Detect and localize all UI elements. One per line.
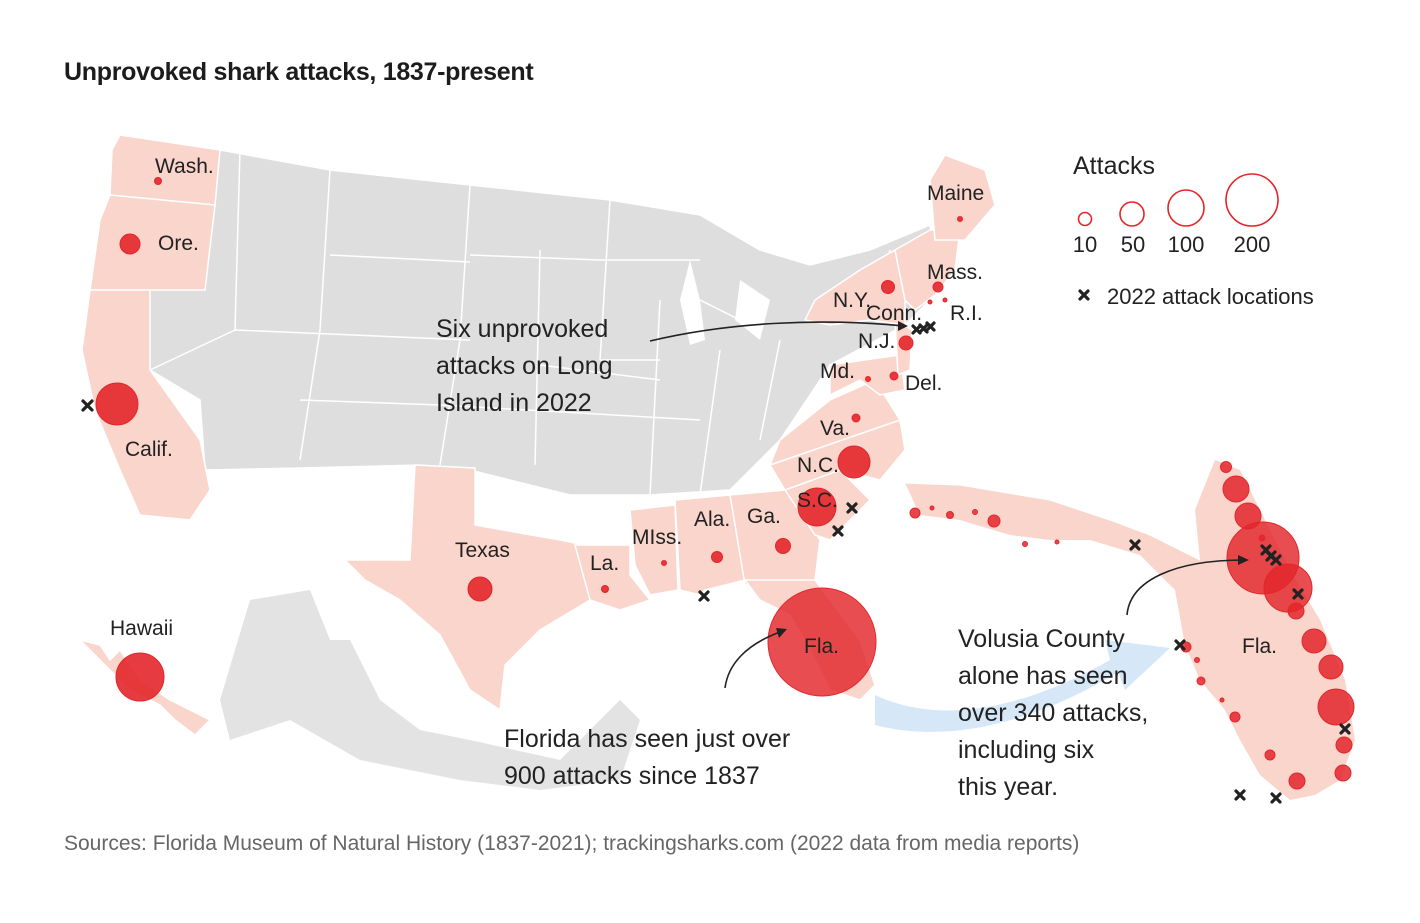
state-louisiana bbox=[574, 544, 652, 611]
svg-text:this year.: this year. bbox=[958, 773, 1058, 801]
x-marker-icon bbox=[1270, 792, 1282, 804]
label-ala: Ala. bbox=[694, 508, 730, 531]
bubble-georgia bbox=[775, 538, 791, 554]
label-mass: Mass. bbox=[927, 261, 983, 284]
legend-circle-50 bbox=[1119, 201, 1145, 227]
bubble-rhode-island bbox=[942, 297, 948, 303]
x-marker-icon bbox=[81, 399, 94, 412]
label-maine: Maine bbox=[927, 182, 984, 205]
bubble-hawaii bbox=[115, 652, 165, 702]
state-labels: Wash. Ore. Calif. Hawaii Texas La. MIss.… bbox=[110, 155, 1277, 658]
flow-arrow bbox=[875, 640, 1170, 732]
label-la: La. bbox=[590, 552, 619, 575]
legend-label-100: 100 bbox=[1168, 232, 1205, 257]
bubble-mississippi bbox=[661, 560, 667, 566]
legend-label-200: 200 bbox=[1234, 232, 1271, 257]
attack-bubbles bbox=[95, 177, 1355, 790]
label-conn: Conn. bbox=[866, 302, 922, 325]
bubble-delaware bbox=[889, 371, 899, 381]
annotation-arrows bbox=[649, 321, 1246, 689]
label-calif: Calif. bbox=[125, 438, 173, 461]
svg-text:over 340 attacks,: over 340 attacks, bbox=[958, 699, 1148, 727]
bubble-maine bbox=[957, 216, 963, 222]
x-marker-icon bbox=[1078, 289, 1090, 301]
svg-text:Florida has seen just over: Florida has seen just over bbox=[504, 725, 790, 753]
bubble-connecticut bbox=[927, 299, 933, 305]
bubble-massachusetts bbox=[932, 281, 944, 293]
x-marker-icon bbox=[846, 502, 858, 514]
bubble-new-york bbox=[881, 280, 895, 294]
label-fla-inset: Fla. bbox=[1242, 635, 1277, 658]
legend-circle-10 bbox=[1077, 211, 1093, 227]
svg-text:including six: including six bbox=[958, 736, 1095, 764]
legend-marker-label: 2022 attack locations bbox=[1107, 284, 1314, 309]
legend: Attacks 10 50 100 200 2022 attack locati… bbox=[1073, 152, 1314, 309]
legend-title: Attacks bbox=[1073, 152, 1155, 180]
svg-text:Island in 2022: Island in 2022 bbox=[436, 389, 592, 417]
x-marker-group bbox=[81, 321, 1351, 804]
label-md: Md. bbox=[820, 360, 855, 383]
legend-circle-200 bbox=[1225, 173, 1279, 227]
annotation-volusia: Volusia County alone has seen over 340 a… bbox=[958, 625, 1148, 801]
svg-text:Six unprovoked: Six unprovoked bbox=[436, 315, 608, 343]
x-marker-icon bbox=[1270, 554, 1282, 566]
state-virginia bbox=[768, 379, 902, 467]
legend-label-10: 10 bbox=[1073, 232, 1097, 257]
bubble-oregon bbox=[119, 233, 141, 255]
state-maine bbox=[929, 154, 996, 241]
x-marker-icon bbox=[1234, 789, 1246, 801]
label-wash: Wash. bbox=[155, 155, 214, 178]
map-title: Unprovoked shark attacks, 1837-present bbox=[64, 58, 534, 86]
bubble-new-jersey bbox=[898, 335, 914, 351]
label-miss: MIss. bbox=[632, 526, 682, 549]
x-marker-icon bbox=[1339, 723, 1351, 735]
state-mississippi bbox=[629, 504, 679, 596]
bubble-alabama bbox=[711, 551, 723, 563]
bubble-south-carolina bbox=[797, 487, 837, 527]
svg-text:alone has seen: alone has seen bbox=[958, 662, 1128, 690]
source-note: Sources: Florida Museum of Natural Histo… bbox=[64, 832, 1080, 855]
bubble-maryland bbox=[865, 376, 871, 382]
state-texas bbox=[343, 464, 591, 712]
bubble-washington bbox=[154, 177, 162, 185]
label-texas: Texas bbox=[455, 539, 510, 562]
legend-label-50: 50 bbox=[1121, 232, 1145, 257]
annotation-florida: Florida has seen just over 900 attacks s… bbox=[504, 725, 790, 790]
x-marker-icon bbox=[1292, 588, 1304, 600]
label-del: Del. bbox=[905, 372, 942, 395]
label-ore: Ore. bbox=[158, 232, 199, 255]
state-georgia bbox=[729, 489, 821, 586]
bubble-texas bbox=[467, 576, 493, 602]
label-va: Va. bbox=[820, 417, 850, 440]
svg-text:900 attacks since 1837: 900 attacks since 1837 bbox=[504, 762, 760, 790]
label-sc: S.C. bbox=[797, 489, 838, 512]
label-fla: Fla. bbox=[804, 635, 839, 658]
x-marker-icon bbox=[832, 525, 844, 537]
bubble-california bbox=[95, 382, 139, 426]
x-marker-icon bbox=[698, 590, 710, 602]
label-nc: N.C. bbox=[797, 454, 839, 477]
label-hawaii: Hawaii bbox=[110, 617, 173, 640]
label-ga: Ga. bbox=[747, 505, 781, 528]
state-california bbox=[81, 289, 211, 521]
x-marker-icon bbox=[1129, 539, 1141, 551]
bubble-louisiana bbox=[601, 585, 609, 593]
svg-text:attacks on Long: attacks on Long bbox=[436, 352, 613, 380]
arrow-heads bbox=[776, 321, 1249, 638]
x-marker-icon bbox=[925, 321, 936, 332]
legend-circle-100 bbox=[1167, 189, 1205, 227]
label-nj: N.J. bbox=[858, 330, 895, 353]
x-marker-icon bbox=[1174, 639, 1186, 651]
svg-text:Volusia County: Volusia County bbox=[958, 625, 1125, 653]
label-ri: R.I. bbox=[950, 302, 983, 325]
label-ny: N.Y. bbox=[833, 289, 871, 312]
bubble-north-carolina bbox=[837, 445, 871, 479]
bubble-florida bbox=[767, 587, 877, 697]
bubble-virginia bbox=[851, 413, 861, 423]
annotation-long-island: Six unprovoked attacks on Long Island in… bbox=[436, 315, 613, 417]
